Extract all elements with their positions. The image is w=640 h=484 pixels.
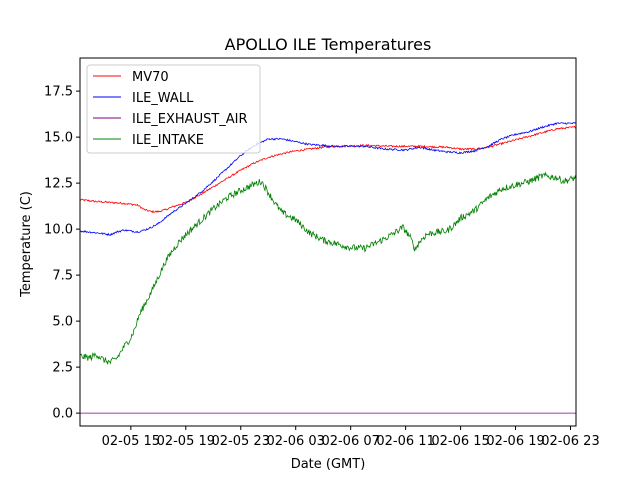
series-layer bbox=[80, 122, 576, 414]
series-line-mv70 bbox=[80, 125, 576, 214]
x-axis-label: Date (GMT) bbox=[291, 457, 366, 472]
series-line-ile-intake bbox=[80, 171, 576, 365]
x-tick-label: 02-06 11 bbox=[376, 434, 434, 449]
plot-frame bbox=[79, 57, 577, 427]
y-tick-label: 0.0 bbox=[52, 407, 73, 422]
x-tick-label: 02-05 19 bbox=[157, 434, 215, 449]
legend-label: ILE_INTAKE bbox=[132, 133, 204, 148]
y-tick-label: 7.5 bbox=[52, 269, 73, 284]
x-tick-label: 02-05 15 bbox=[102, 434, 160, 449]
x-tick-label: 02-06 07 bbox=[321, 434, 379, 449]
y-tick-label: 12.5 bbox=[44, 177, 73, 192]
y-tick-label: 15.0 bbox=[44, 131, 73, 146]
x-tick-label: 02-05 23 bbox=[212, 434, 270, 449]
chart-title: APOLLO ILE Temperatures bbox=[225, 35, 432, 54]
y-tick-label: 2.5 bbox=[52, 361, 73, 376]
legend-label: ILE_EXHAUST_AIR bbox=[132, 112, 248, 127]
y-axis-label: Temperature (C) bbox=[19, 191, 34, 298]
y-axis-ticks: 0.0 2.5 5.0 7.5 10.0 12.5 15.0 17.5 bbox=[44, 85, 80, 422]
y-tick-label: 17.5 bbox=[44, 85, 73, 100]
y-tick-label: 10.0 bbox=[44, 223, 73, 238]
legend-box bbox=[86, 64, 261, 154]
x-tick-label: 02-06 23 bbox=[541, 434, 599, 449]
legend-label: MV70 bbox=[132, 70, 169, 85]
y-tick-label: 5.0 bbox=[52, 315, 73, 330]
x-tick-label: 02-06 03 bbox=[266, 434, 324, 449]
x-tick-label: 02-06 15 bbox=[431, 434, 489, 449]
series-line-ile-wall bbox=[80, 122, 576, 236]
legend: MV70 ILE_WALL ILE_EXHAUST_AIR ILE_INTAKE bbox=[86, 64, 261, 154]
x-tick-label: 02-06 19 bbox=[486, 434, 544, 449]
legend-label: ILE_WALL bbox=[132, 91, 194, 106]
